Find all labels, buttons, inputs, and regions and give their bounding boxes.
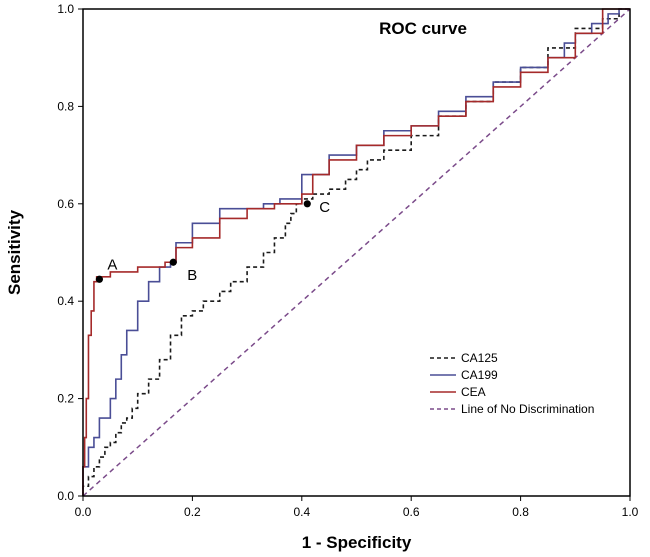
- legend-label: Line of No Discrimination: [461, 402, 594, 416]
- axis-ticks: 0.0 0.2 0.4 0.6 0.8 1.0 0.0 0.2 0.4 0.6 0.8 1.0: [57, 2, 638, 519]
- series-line-line-of-no-discrimination: [82, 8, 631, 497]
- y-axis-title: Sensitivity: [5, 209, 24, 295]
- point-a: [95, 275, 104, 283]
- series-line-ca125: [82, 8, 630, 496]
- x-tick-label: 0.2: [184, 505, 201, 519]
- legend-label: CA125: [461, 351, 498, 365]
- point-c: [303, 200, 311, 208]
- x-tick-label: 0.4: [293, 505, 310, 519]
- legend-label: CEA: [461, 385, 486, 399]
- y-tick-label: 0.8: [57, 99, 74, 113]
- diagonal-layer: [82, 8, 631, 497]
- series-layer: [82, 8, 630, 496]
- x-axis-title: 1 - Specificity: [302, 533, 412, 552]
- series-line-cea: [82, 8, 630, 496]
- chart-title: ROC curve: [379, 19, 467, 38]
- y-tick-label: 0.6: [57, 197, 74, 211]
- x-tick-label: 0.6: [403, 505, 420, 519]
- y-tick-label: 1.0: [57, 2, 74, 16]
- point-b: [169, 258, 177, 266]
- point-label-c: C: [319, 199, 330, 216]
- x-tick-label: 1.0: [622, 505, 639, 519]
- y-tick-label: 0.4: [57, 294, 74, 308]
- point-label-b: B: [187, 267, 197, 284]
- annotation-points: A B C: [95, 199, 330, 284]
- plot-frame: [82, 8, 631, 497]
- legend-label: CA199: [461, 368, 498, 382]
- x-tick-label: 0.8: [512, 505, 529, 519]
- x-tick-label: 0.0: [75, 505, 92, 519]
- y-tick-label: 0.2: [57, 392, 74, 406]
- y-tick-label: 0.0: [57, 489, 74, 503]
- legend: CA125 CA199 CEA Line of No Discrimination: [430, 351, 594, 416]
- point-label-a: A: [107, 256, 117, 273]
